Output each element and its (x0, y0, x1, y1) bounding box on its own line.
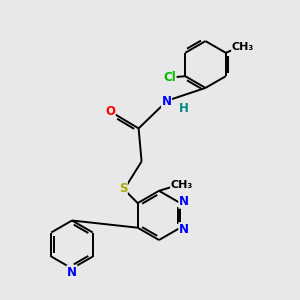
Text: CH₃: CH₃ (232, 42, 254, 52)
Text: S: S (119, 182, 127, 195)
Text: N: N (179, 223, 189, 236)
Text: O: O (105, 105, 115, 118)
Text: CH₃: CH₃ (171, 180, 193, 190)
Text: N: N (179, 195, 189, 208)
Text: N: N (161, 95, 172, 108)
Text: N: N (67, 266, 77, 279)
Text: Cl: Cl (163, 71, 176, 84)
Text: H: H (179, 101, 189, 115)
